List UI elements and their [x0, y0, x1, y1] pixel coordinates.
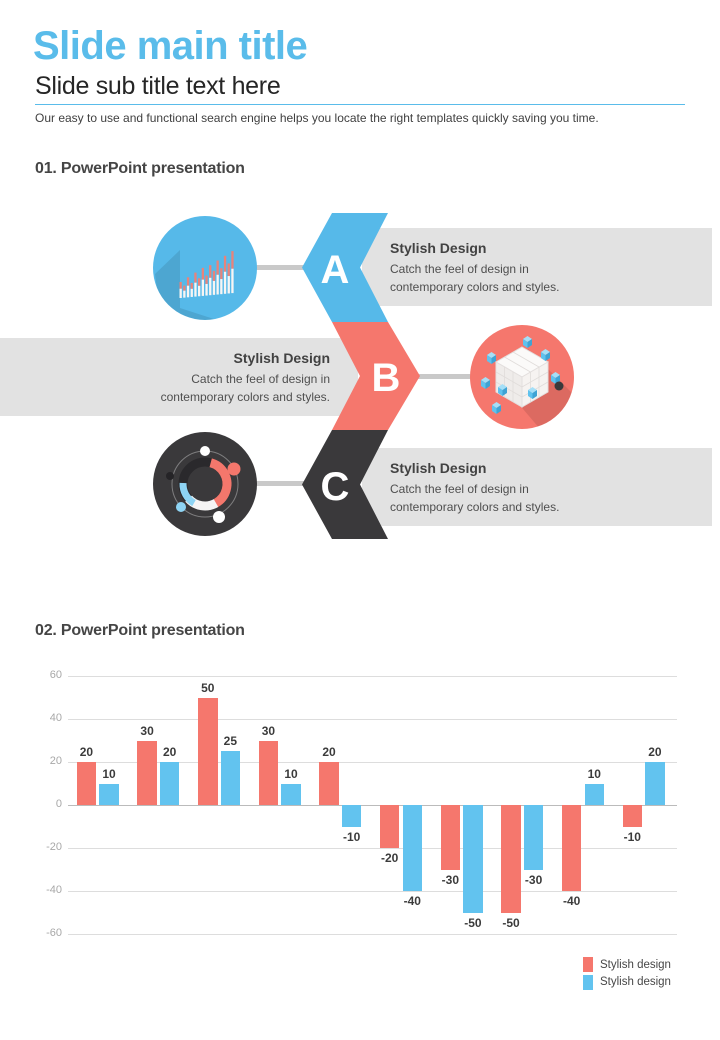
- item-a-text-box: Stylish Design Catch the feel of design …: [362, 228, 712, 306]
- y-axis-tick-label: 40: [49, 712, 62, 724]
- connector-line-a: [255, 265, 305, 270]
- chart-legend: Stylish design Stylish design: [583, 957, 671, 992]
- connector-line-c: [255, 481, 305, 486]
- legend-item: Stylish design: [583, 974, 671, 990]
- item-c-circle: [153, 432, 257, 536]
- item-c-text-box: Stylish Design Catch the feel of design …: [362, 448, 712, 526]
- bar-series-2: [341, 805, 362, 827]
- bar-value-label: 10: [587, 766, 601, 781]
- letter-b: B: [372, 356, 401, 400]
- bar-series-1: [137, 740, 157, 805]
- letter-c: C: [321, 465, 350, 509]
- item-b-text-box: Stylish Design Catch the feel of design …: [0, 338, 358, 416]
- bar-value-label: 50: [201, 680, 215, 695]
- bar-series-2: [645, 762, 665, 805]
- bar-value-label: 25: [223, 734, 238, 749]
- bar-value-label: 20: [322, 745, 336, 759]
- bar-series-1: [501, 805, 521, 913]
- bar-value-label: -10: [623, 829, 641, 844]
- bar-series-2: [523, 805, 544, 870]
- bar-value-label: -50: [502, 915, 520, 930]
- cube-icon: [481, 336, 574, 429]
- bar-chart-icon: [155, 250, 234, 320]
- item-a-line2: contemporary colors and styles.: [390, 279, 560, 294]
- chevron-arrows: A B C: [302, 213, 420, 539]
- page-subtitle: Slide sub title text here: [35, 72, 281, 100]
- gridline: [68, 848, 677, 849]
- bar-series-1: [561, 805, 582, 891]
- bar-series-2: [402, 805, 423, 891]
- item-b-circle: [470, 325, 574, 429]
- bar-value-label: 10: [102, 766, 116, 781]
- gridline: [68, 676, 677, 677]
- y-axis-tick-label: -40: [46, 884, 62, 896]
- bar-series-2: [463, 805, 483, 913]
- legend-label: Stylish design: [600, 958, 671, 971]
- bar-chart: 60 40 20 0 -20 -40 -60 20 30 50 30 20 -20 -30 -50 -40 -1…: [0, 665, 720, 960]
- bar-value-label: 20: [79, 745, 94, 759]
- bar-value-label: -40: [562, 894, 581, 908]
- y-axis-tick-label: 0: [55, 798, 62, 810]
- y-axis-tick-label: -20: [46, 841, 62, 853]
- connector-line-b: [418, 374, 473, 379]
- zero-axis-line: [68, 805, 677, 806]
- bar-value-label: 30: [140, 723, 154, 738]
- chevron-b: [332, 322, 420, 430]
- intro-text: Our easy to use and functional search en…: [35, 111, 599, 125]
- bar-series-2: [584, 783, 604, 805]
- item-b-line2: contemporary colors and styles.: [160, 389, 330, 404]
- y-axis-tick-label: -60: [46, 927, 62, 939]
- bar-value-label: -30: [441, 872, 460, 887]
- bar-series-2: [220, 751, 241, 805]
- bar-series-1: [440, 805, 461, 870]
- item-a-circle: [153, 216, 257, 320]
- gridline: [68, 762, 677, 763]
- bar-value-label: -30: [524, 872, 543, 887]
- bar-value-label: 20: [648, 745, 662, 759]
- page-title: Slide main title: [33, 24, 308, 68]
- bar-value-label: 10: [284, 766, 298, 781]
- bar-series-2: [99, 783, 119, 805]
- item-c-line2: contemporary colors and styles.: [390, 499, 560, 514]
- legend-label: Stylish design: [600, 976, 671, 988]
- item-a-line1: Catch the feel of design in: [390, 262, 529, 276]
- bar-value-label: -10: [342, 829, 361, 844]
- bar-series-1: [319, 762, 339, 805]
- legend-swatch: [583, 974, 593, 990]
- legend-swatch: [583, 957, 593, 972]
- bar-value-label: 20: [163, 745, 177, 759]
- bar-series-2: [281, 783, 301, 805]
- item-b-title: Stylish Design: [233, 350, 330, 366]
- gridline: [68, 891, 677, 892]
- bar-series-1: [258, 740, 279, 805]
- bar-value-label: 30: [261, 723, 276, 738]
- gridline: [68, 934, 677, 935]
- letter-a: A: [321, 248, 350, 292]
- bar-series-2: [159, 762, 180, 805]
- gridline: [68, 719, 677, 720]
- y-axis-tick-label: 60: [49, 669, 62, 681]
- section-2-heading: 02. PowerPoint presentation: [35, 622, 245, 639]
- item-b-line1: Catch the feel of design in: [191, 372, 330, 386]
- item-a-title: Stylish Design: [390, 240, 487, 256]
- bar-series-1: [198, 697, 218, 805]
- y-axis-tick-label: 20: [49, 755, 62, 767]
- donut-chart-icon: [166, 446, 241, 523]
- bar-series-1: [76, 762, 97, 805]
- bar-series-1: [379, 805, 400, 848]
- section-1-heading: 01. PowerPoint presentation: [35, 160, 245, 177]
- item-c-title: Stylish Design: [390, 460, 487, 476]
- bar-value-label: -40: [403, 894, 421, 908]
- chevron-a: [302, 213, 388, 322]
- legend-item: Stylish design: [583, 957, 671, 972]
- bar-value-label: -50: [464, 915, 482, 930]
- chevron-c: [302, 430, 388, 539]
- header-divider-line: [35, 104, 685, 105]
- bar-value-label: -20: [381, 851, 399, 865]
- item-c-line1: Catch the feel of design in: [390, 482, 529, 496]
- bar-series-1: [622, 805, 643, 827]
